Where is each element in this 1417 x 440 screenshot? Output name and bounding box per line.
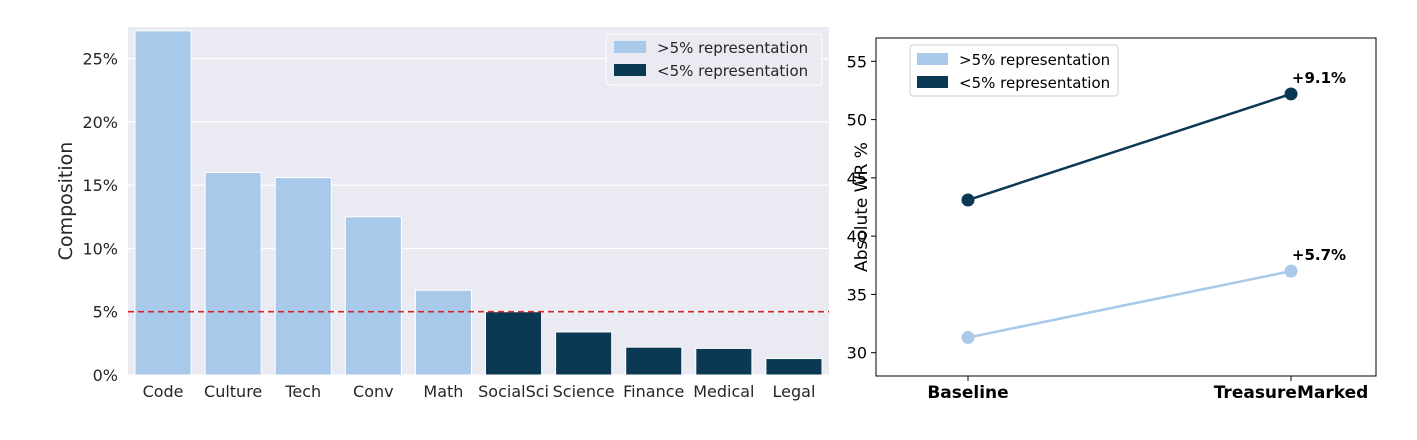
line-y-tick-label: 45	[847, 169, 867, 188]
series-point-1	[961, 193, 975, 207]
bar-legend-label-below-5: <5% representation	[657, 62, 808, 80]
bar-math	[414, 289, 472, 376]
composition-bar-chart: 0% 5% 10% 15% 20% 25% Code Culture Tech Conv Math…	[55, 27, 829, 401]
bar-y-tick-label: 15%	[82, 176, 118, 195]
line-y-tick-label: 40	[847, 227, 867, 246]
line-legend-box	[909, 44, 1119, 97]
bar-tech	[274, 177, 332, 376]
win-rate-line-chart: 30 35 40 45 50 55 Baseline TreasureMarked +5.7…	[847, 37, 1377, 403]
bar-code	[134, 30, 192, 376]
series-annotation-1: +9.1%	[1292, 69, 1346, 87]
bar-y-tick-label: 25%	[82, 50, 118, 69]
line-x-tick-label: TreasureMarked	[1214, 383, 1369, 403]
bar-x-tick-label: Finance	[623, 382, 684, 401]
bar-medical	[695, 347, 753, 376]
line-x-tick-label: Baseline	[927, 383, 1008, 403]
bar-y-tick-label: 5%	[93, 303, 118, 322]
bar-legal	[765, 358, 823, 376]
bar-y-tick-label: 0%	[93, 366, 118, 385]
bar-x-tick-label: Medical	[693, 382, 754, 401]
line-legend-swatch-above-5	[917, 53, 948, 65]
bar-finance	[625, 346, 683, 376]
series-line-0	[967, 269, 1292, 339]
bar-marks	[134, 30, 823, 376]
line-y-ticks: 30 35 40 45 50 55	[847, 52, 876, 363]
bar-y-tick-labels: 0% 5% 10% 15% 20% 25%	[82, 50, 118, 385]
bar-legend-label-above-5: >5% representation	[657, 39, 808, 57]
series-line-1	[967, 92, 1292, 202]
line-series: +5.7% +9.1%	[961, 69, 1346, 345]
bar-x-tick-label: Science	[553, 382, 615, 401]
line-legend-label-below-5: <5% representation	[959, 74, 1110, 92]
bar-y-tick-label: 10%	[82, 239, 118, 258]
bar-legend-swatch-below-5	[614, 64, 646, 76]
line-x-ticks: Baseline TreasureMarked	[927, 376, 1368, 403]
bar-x-tick-label: Legal	[773, 382, 816, 401]
bar-y-axis-label: Composition	[55, 142, 77, 261]
bar-x-tick-label: Math	[423, 382, 463, 401]
series-annotation-0: +5.7%	[1292, 246, 1346, 264]
bar-legend-box	[605, 33, 823, 86]
series-point-0	[1284, 264, 1298, 278]
line-y-tick-label: 30	[847, 344, 867, 363]
line-y-tick-label: 50	[847, 111, 867, 130]
bar-legend-swatch-above-5	[614, 41, 646, 53]
bar-x-tick-label: Tech	[284, 382, 321, 401]
bar-conv	[344, 216, 402, 376]
bar-science	[555, 331, 613, 376]
bar-legend: >5% representation <5% representation	[605, 33, 823, 86]
series-point-1	[1284, 87, 1298, 101]
bar-x-tick-label: Code	[143, 382, 184, 401]
series-point-0	[961, 331, 975, 345]
line-y-tick-label: 55	[847, 52, 867, 71]
bar-x-tick-label: Conv	[353, 382, 394, 401]
line-y-axis-label: Absolute WR %	[852, 142, 872, 272]
line-legend: >5% representation <5% representation	[909, 44, 1119, 97]
bar-x-tick-label: SocialSci	[478, 382, 549, 401]
bar-x-tick-labels: Code Culture Tech Conv Math SocialSci Science F…	[143, 382, 816, 401]
bar-socialsci	[485, 311, 543, 376]
line-legend-swatch-below-5	[917, 76, 948, 88]
bar-x-tick-label: Culture	[204, 382, 262, 401]
bar-culture	[204, 172, 262, 376]
bar-y-tick-label: 20%	[82, 113, 118, 132]
line-y-tick-label: 35	[847, 285, 867, 304]
line-legend-label-above-5: >5% representation	[959, 51, 1110, 69]
